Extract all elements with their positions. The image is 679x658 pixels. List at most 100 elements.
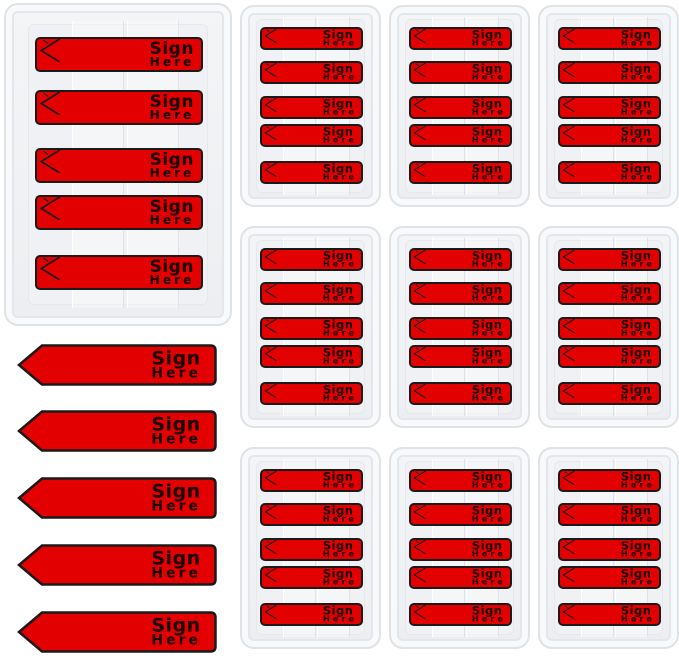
flag-label: Sign Here xyxy=(621,126,655,145)
folded-arrow-tip-icon xyxy=(264,29,277,43)
flag-label-sign: Sign xyxy=(322,538,354,553)
folded-arrow-tip-icon xyxy=(562,163,575,177)
sign-here-flag: Sign Here xyxy=(409,503,512,526)
flag-label: Sign Here xyxy=(323,568,357,587)
folded-arrow-tip-icon xyxy=(264,471,277,485)
flag-label: Sign Here xyxy=(151,482,201,514)
flag-label-here: Here xyxy=(322,38,358,49)
folded-arrow-tip-icon xyxy=(562,284,575,298)
flag-label-here: Here xyxy=(471,72,507,83)
flag-label: Sign Here xyxy=(472,250,506,269)
flag-label: Sign Here xyxy=(472,63,506,82)
flag-label-sign: Sign xyxy=(151,547,201,570)
sign-here-flag: Sign Here xyxy=(260,248,363,271)
sign-here-flag: Sign Here xyxy=(35,148,203,183)
folded-arrow-tip-icon xyxy=(264,568,277,582)
flag-label: Sign Here xyxy=(621,98,655,117)
flag-label-sign: Sign xyxy=(471,248,503,263)
flag-label: Sign Here xyxy=(323,98,357,117)
flag-label-sign: Sign xyxy=(620,161,652,176)
flag-label: Sign Here xyxy=(621,471,655,490)
flag-label-sign: Sign xyxy=(471,282,503,297)
sign-here-flag: Sign Here xyxy=(260,27,363,50)
flag-label-here: Here xyxy=(471,393,507,404)
flag-label-sign: Sign xyxy=(620,248,652,263)
flag-label: Sign Here xyxy=(621,347,655,366)
sign-here-flag: Sign Here xyxy=(558,27,661,50)
flag-label-here: Here xyxy=(471,356,507,367)
folded-arrow-tip-icon xyxy=(562,505,575,519)
flag-label-here: Here xyxy=(151,632,201,649)
sign-here-flag: Sign Here xyxy=(558,538,661,561)
flag-label-here: Here xyxy=(322,328,358,339)
flag-label: Sign Here xyxy=(472,126,506,145)
sign-here-flag: Sign Here xyxy=(260,161,363,184)
flag-label-here: Here xyxy=(620,72,656,83)
folded-arrow-tip-icon xyxy=(264,505,277,519)
sign-here-flag: Sign Here xyxy=(409,345,512,368)
flag-label: Sign Here xyxy=(621,605,655,624)
flag-label: Sign Here xyxy=(323,605,357,624)
flag-label-here: Here xyxy=(471,514,507,525)
flag-label: Sign Here xyxy=(621,284,655,303)
flag-label-here: Here xyxy=(620,293,656,304)
folded-arrow-tip-icon xyxy=(39,197,61,220)
folded-arrow-tip-icon xyxy=(413,540,426,554)
sign-here-flag: Sign Here xyxy=(409,161,512,184)
folded-arrow-tip-icon xyxy=(39,92,61,115)
flag-label: Sign Here xyxy=(621,163,655,182)
flag-label: Sign Here xyxy=(323,505,357,524)
flag-label-sign: Sign xyxy=(620,345,652,360)
flag-label: Sign Here xyxy=(621,384,655,403)
flag-label-sign: Sign xyxy=(620,61,652,76)
sign-here-flag: Sign Here xyxy=(409,61,512,84)
sign-here-flag: Sign Here xyxy=(260,61,363,84)
sign-here-flag: Sign Here xyxy=(558,345,661,368)
flag-label-here: Here xyxy=(471,107,507,118)
flag-label-sign: Sign xyxy=(322,61,354,76)
flag-label-sign: Sign xyxy=(471,538,503,553)
sign-here-flag: Sign Here xyxy=(409,538,512,561)
folded-arrow-tip-icon xyxy=(413,284,426,298)
flag-label: Sign Here xyxy=(472,98,506,117)
flag-label-here: Here xyxy=(151,365,201,382)
folded-arrow-tip-icon xyxy=(413,63,426,77)
arrow-flag-shape xyxy=(17,611,217,653)
flag-label-here: Here xyxy=(322,135,358,146)
folded-arrow-tip-icon xyxy=(562,29,575,43)
flag-label-sign: Sign xyxy=(620,382,652,397)
sign-here-flag: Sign Here xyxy=(409,124,512,147)
flag-label: Sign Here xyxy=(323,163,357,182)
flag-label-here: Here xyxy=(322,107,358,118)
flag-label-sign: Sign xyxy=(149,91,194,112)
flag-label-sign: Sign xyxy=(322,469,354,484)
folded-arrow-tip-icon xyxy=(413,163,426,177)
folded-arrow-tip-icon xyxy=(264,347,277,361)
sign-here-flag: Sign Here xyxy=(260,282,363,305)
flag-label-here: Here xyxy=(471,549,507,560)
flag-label: Sign Here xyxy=(323,347,357,366)
flag-label-sign: Sign xyxy=(471,566,503,581)
sign-here-flag: Sign Here xyxy=(558,282,661,305)
flag-label: Sign Here xyxy=(323,250,357,269)
flag-label-sign: Sign xyxy=(322,566,354,581)
folded-arrow-tip-icon xyxy=(264,605,277,619)
folded-arrow-tip-icon xyxy=(562,605,575,619)
flag-label-sign: Sign xyxy=(471,317,503,332)
sign-here-flag: Sign Here xyxy=(558,317,661,340)
flag-label: Sign Here xyxy=(621,540,655,559)
flag-label: Sign Here xyxy=(472,29,506,48)
flag-label-here: Here xyxy=(471,614,507,625)
loose-sign-here-flag: Sign Here xyxy=(17,544,217,586)
flag-label: Sign Here xyxy=(621,250,655,269)
flag-label: Sign Here xyxy=(472,471,506,490)
sign-here-flag: Sign Here xyxy=(409,27,512,50)
flag-label-here: Here xyxy=(471,328,507,339)
flag-label: Sign Here xyxy=(323,471,357,490)
flag-label-here: Here xyxy=(322,549,358,560)
flag-label-here: Here xyxy=(322,393,358,404)
flag-label: Sign Here xyxy=(150,258,195,287)
flag-label-here: Here xyxy=(322,480,358,491)
flag-label-here: Here xyxy=(151,565,201,582)
folded-arrow-tip-icon xyxy=(413,250,426,264)
